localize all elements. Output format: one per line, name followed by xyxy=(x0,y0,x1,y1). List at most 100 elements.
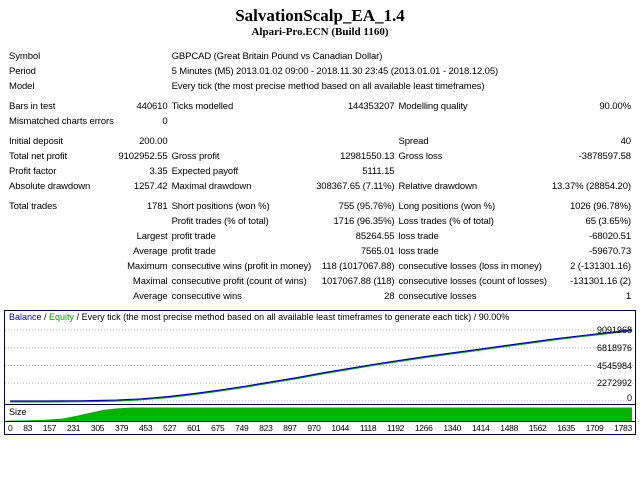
stat-label: Gross loss xyxy=(398,151,443,162)
stat-label: Maximal drawdown xyxy=(171,181,252,192)
report-header: SalvationScalp_EA_1.4 Alpari-Pro.ECN (Bu… xyxy=(0,6,640,39)
report-row: Maximum consecutive wins (profit in money… xyxy=(7,259,633,274)
stat-label: Ticks modelled xyxy=(171,101,234,112)
stat-value: 65 (3.65%) xyxy=(585,216,632,227)
stat-value: 9102952.55 xyxy=(118,151,168,162)
page-subtitle: Alpari-Pro.ECN (Build 1160) xyxy=(251,26,389,38)
stat-label: profit trade xyxy=(171,246,216,257)
stat-label: consecutive losses (loss in money) xyxy=(398,261,542,272)
balance-curve-svg xyxy=(5,329,635,403)
stat-value: -59670.73 xyxy=(589,246,631,257)
stat-label: loss trade xyxy=(398,231,439,242)
report-table: Symbol GBPCAD (Great Britain Pound vs Can… xyxy=(7,49,633,304)
stat-label: profit trade xyxy=(171,231,216,242)
report-row: Maximal consecutive profit (count of wins… xyxy=(7,274,633,289)
stat-value: 5 Minutes (M5) 2013.01.02 09:00 - 2018.1… xyxy=(171,66,499,77)
x-axis-label: 0 xyxy=(8,423,13,433)
stat-label: Initial deposit xyxy=(9,136,63,147)
report-row: Total net profit 9102952.55 Gross profit 12… xyxy=(7,149,633,164)
x-axis-label: 379 xyxy=(114,423,129,433)
stat-label: Spread xyxy=(398,136,429,147)
balance-line xyxy=(10,329,633,402)
size-area-svg xyxy=(5,407,632,421)
stat-value: -3878597.58 xyxy=(578,151,631,162)
y-axis-label: 9091968 xyxy=(596,325,632,335)
stat-value: 144353207 xyxy=(347,101,395,112)
x-axis-label: 1414 xyxy=(471,423,490,433)
stat-value: 40 xyxy=(620,136,631,147)
main-plot: 9091968 6818976 4545984 2272992 0 xyxy=(5,324,635,405)
stat-value xyxy=(550,164,633,179)
x-axis-label: 1340 xyxy=(443,423,462,433)
stat-value: 1716 (96.35%) xyxy=(333,216,395,227)
stat-label: Gross profit xyxy=(171,151,220,162)
stat-value xyxy=(314,134,397,149)
legend-description: / Every tick (the most precise method ba… xyxy=(74,312,510,322)
report-row: Absolute drawdown 1257.42 Maximal drawdown… xyxy=(7,179,633,194)
stat-label: consecutive wins (profit in money) xyxy=(171,261,312,272)
report-row: Period 5 Minutes (M5) 2013.01.02 09:00 - … xyxy=(7,64,633,79)
x-axis-label: 1192 xyxy=(387,423,405,433)
stat-value: Maximum xyxy=(127,261,168,272)
x-axis-label: 305 xyxy=(90,423,105,433)
stat-label: Total trades xyxy=(9,201,57,212)
stat-label: consecutive losses (count of losses) xyxy=(398,276,547,287)
report-table-body: Symbol GBPCAD (Great Britain Pound vs Can… xyxy=(7,49,633,304)
stat-label: Mismatched charts errors xyxy=(9,116,114,127)
stat-label: loss trade xyxy=(398,246,439,257)
stat-value: -131301.16 (2) xyxy=(570,276,631,287)
report-row: Model Every tick (the most precise method… xyxy=(7,79,633,94)
x-axis-label: 527 xyxy=(163,423,177,433)
report-row: Average profit trade 7565.01 loss trade -596… xyxy=(7,244,633,259)
stat-value: 440610 xyxy=(136,101,168,112)
stat-value: 0 xyxy=(162,116,168,127)
report-row: Largest profit trade 85264.55 loss trade -68… xyxy=(7,229,633,244)
stat-value: 308367.65 (7.11%) xyxy=(316,181,395,192)
stat-value: 28 xyxy=(384,291,395,302)
x-axis-label: 1266 xyxy=(414,423,433,433)
x-axis-label: 1635 xyxy=(557,423,575,433)
report-row: Symbol GBPCAD (Great Britain Pound vs Can… xyxy=(7,49,633,64)
stat-value: Largest xyxy=(136,231,168,242)
x-axis-label: 823 xyxy=(259,423,273,433)
stat-label: Loss trades (% of total) xyxy=(398,216,494,227)
stat-label: consecutive wins xyxy=(171,291,242,302)
size-area xyxy=(5,407,632,421)
balance-chart: Balance / Equity / Every tick (the most … xyxy=(4,310,636,435)
y-axis-label: 4545984 xyxy=(596,360,632,371)
x-axis-label: 1783 xyxy=(614,423,632,433)
stat-label xyxy=(7,274,116,289)
stat-label: Bars in test xyxy=(9,101,56,112)
stat-value xyxy=(116,214,169,229)
stat-label: consecutive profit (count of wins) xyxy=(171,276,307,287)
report-row: Profit factor 3.35 Expected payoff 5111.15 xyxy=(7,164,633,179)
x-axis-label: 83 xyxy=(23,423,33,433)
stat-value: 118 (1017067.88) xyxy=(321,261,395,272)
stat-label xyxy=(7,214,116,229)
stat-value: 12981550.13 xyxy=(340,151,395,162)
y-axis-label: 0 xyxy=(626,393,632,403)
stat-value: 90.00% xyxy=(599,101,631,112)
page-title: SalvationScalp_EA_1.4 xyxy=(235,6,405,25)
stat-label: Relative drawdown xyxy=(398,181,478,192)
stat-label: Total net profit xyxy=(9,151,68,162)
x-axis-label: 675 xyxy=(211,423,225,433)
report-row: Profit trades (% of total) 1716 (96.35%) L… xyxy=(7,214,633,229)
stat-value: Maximal xyxy=(132,276,168,287)
stat-value: Every tick (the most precise method base… xyxy=(171,81,485,92)
stat-label xyxy=(396,114,549,129)
stat-label: Absolute drawdown xyxy=(9,181,91,192)
stat-label xyxy=(396,164,549,179)
y-axis-label: 6818976 xyxy=(596,342,632,353)
stat-label xyxy=(170,134,314,149)
stat-label xyxy=(7,244,116,259)
equity-line xyxy=(10,330,633,403)
x-axis-label: 1709 xyxy=(585,423,604,433)
x-axis-label: 1488 xyxy=(500,423,518,433)
size-subplot: Size xyxy=(5,405,635,422)
x-axis-label: 157 xyxy=(42,423,57,433)
x-axis-label: 970 xyxy=(307,423,321,433)
report-row: Total trades 1781 Short positions (won %) 7… xyxy=(7,199,633,214)
stat-value: 85264.55 xyxy=(355,231,395,242)
stat-value: Average xyxy=(133,246,168,257)
